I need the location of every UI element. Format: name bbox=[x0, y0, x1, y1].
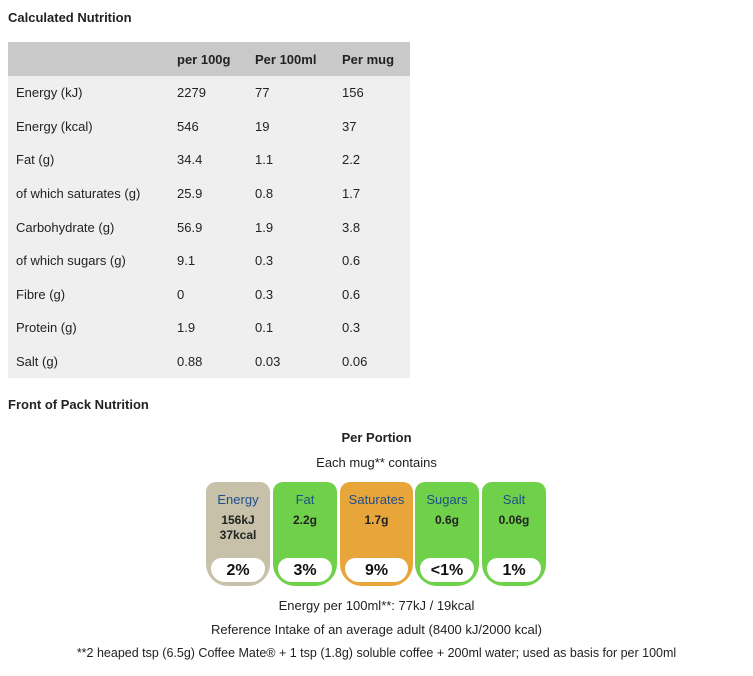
table-cell: 156 bbox=[342, 85, 364, 101]
serving-footnote: **2 heaped tsp (6.5g) Coffee Mate® + 1 t… bbox=[76, 646, 677, 660]
table-row: Energy (kJ) 2279 77 156 bbox=[8, 76, 410, 110]
table-cell: 0.06 bbox=[342, 354, 368, 370]
table-cell: 1.7 bbox=[342, 186, 361, 202]
traffic-light-energy: Energy 156kJ 37kcal 2% bbox=[206, 482, 270, 586]
traffic-light-fat: Fat 2.2g 3% bbox=[273, 482, 337, 586]
table-cell: 2.2 bbox=[342, 152, 361, 168]
nutrient-value: 0.06g bbox=[498, 513, 530, 527]
table-cell: 19 bbox=[255, 118, 270, 134]
table-cell: 546 bbox=[177, 118, 199, 134]
reference-intake-percent: 2% bbox=[211, 558, 265, 582]
nutrient-name: Saturates bbox=[348, 492, 405, 507]
traffic-light-salt: Salt 0.06g 1% bbox=[482, 482, 546, 586]
nutrient-label: Salt (g) bbox=[16, 354, 58, 370]
nutrient-value: 156kJ bbox=[221, 513, 255, 527]
table-cell: 1.9 bbox=[177, 320, 196, 336]
nutrient-name: Salt bbox=[502, 492, 526, 507]
front-of-pack-title: Front of Pack Nutrition bbox=[8, 397, 149, 412]
reference-intake-percent: 3% bbox=[278, 558, 332, 582]
table-row: Protein (g) 1.9 0.1 0.3 bbox=[8, 311, 410, 345]
table-cell: 0.03 bbox=[255, 354, 281, 370]
column-header: Per 100ml bbox=[247, 42, 334, 76]
table-cell: 0.8 bbox=[255, 186, 274, 202]
calculated-nutrition-title: Calculated Nutrition bbox=[8, 10, 132, 25]
table-header-row: per 100g Per 100ml Per mug bbox=[8, 42, 410, 76]
column-header bbox=[8, 42, 169, 76]
table-cell: 3.8 bbox=[342, 219, 361, 235]
table-row: Carbohydrate (g) 56.9 1.9 3.8 bbox=[8, 210, 410, 244]
nutrient-label: Energy (kcal) bbox=[16, 118, 93, 134]
table-cell: 0.3 bbox=[342, 320, 361, 336]
traffic-light-labels: Energy 156kJ 37kcal 2% Fat 2.2g 3% Satur… bbox=[204, 482, 546, 590]
reference-intake-percent: 9% bbox=[345, 558, 408, 582]
reference-intake-note: Reference Intake of an average adult (84… bbox=[211, 622, 542, 637]
table-cell: 0.6 bbox=[342, 286, 361, 302]
nutrient-label: of which sugars (g) bbox=[16, 253, 126, 269]
table-row: Salt (g) 0.88 0.03 0.06 bbox=[8, 345, 410, 379]
nutrition-table: per 100g Per 100ml Per mug Energy (kJ) 2… bbox=[8, 42, 410, 379]
table-cell: 0.3 bbox=[255, 253, 274, 269]
table-cell: 0.1 bbox=[255, 320, 274, 336]
nutrient-label: Energy (kJ) bbox=[16, 85, 83, 101]
table-cell: 9.1 bbox=[177, 253, 196, 269]
nutrient-name: Fat bbox=[295, 492, 315, 507]
table-cell: 0.3 bbox=[255, 286, 274, 302]
nutrient-label: of which saturates (g) bbox=[16, 186, 141, 202]
per-portion-heading: Per Portion bbox=[341, 430, 412, 445]
nutrient-label: Fibre (g) bbox=[16, 286, 66, 302]
table-cell: 0.88 bbox=[177, 354, 203, 370]
table-row: Fibre (g) 0 0.3 0.6 bbox=[8, 278, 410, 312]
traffic-light-sugars: Sugars 0.6g <1% bbox=[415, 482, 479, 586]
reference-intake-percent: <1% bbox=[420, 558, 474, 582]
table-row: Energy (kcal) 546 19 37 bbox=[8, 110, 410, 144]
table-cell: 2279 bbox=[177, 85, 206, 101]
nutrient-label: Fat (g) bbox=[16, 152, 55, 168]
table-cell: 25.9 bbox=[177, 186, 203, 202]
table-row: Fat (g) 34.4 1.1 2.2 bbox=[8, 143, 410, 177]
nutrient-label: Carbohydrate (g) bbox=[16, 219, 115, 235]
nutrient-value: 2.2g bbox=[292, 513, 317, 527]
column-header: Per mug bbox=[334, 42, 410, 76]
column-header: per 100g bbox=[169, 42, 247, 76]
table-cell: 0 bbox=[177, 286, 185, 302]
nutrient-name: Energy bbox=[217, 492, 259, 507]
table-cell: 56.9 bbox=[177, 219, 203, 235]
nutrient-value: 1.7g bbox=[364, 513, 389, 527]
nutrient-label: Protein (g) bbox=[16, 320, 77, 336]
nutrient-name: Sugars bbox=[426, 492, 468, 507]
table-cell: 77 bbox=[255, 85, 270, 101]
nutrient-value: 0.6g bbox=[434, 513, 459, 527]
nutrient-value-kcal: 37kcal bbox=[219, 528, 257, 542]
table-cell: 0.6 bbox=[342, 253, 361, 269]
table-cell: 34.4 bbox=[177, 152, 203, 168]
each-mug-label: Each mug** contains bbox=[316, 455, 437, 470]
energy-per-100ml: Energy per 100ml**: 77kJ / 19kcal bbox=[278, 598, 475, 613]
table-cell: 1.1 bbox=[255, 152, 274, 168]
reference-intake-percent: 1% bbox=[487, 558, 541, 582]
table-cell: 1.9 bbox=[255, 219, 274, 235]
table-cell: 37 bbox=[342, 118, 357, 134]
table-row: of which sugars (g) 9.1 0.3 0.6 bbox=[8, 244, 410, 278]
traffic-light-saturates: Saturates 1.7g 9% bbox=[340, 482, 413, 586]
table-row: of which saturates (g) 25.9 0.8 1.7 bbox=[8, 177, 410, 211]
